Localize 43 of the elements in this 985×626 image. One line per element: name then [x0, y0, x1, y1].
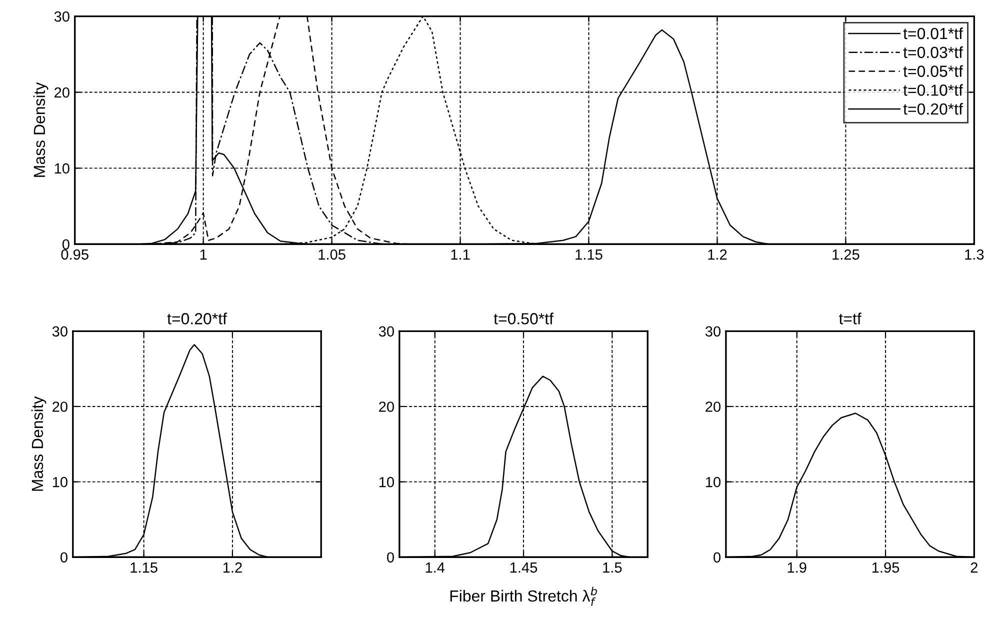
y-tick-label: 20 — [54, 87, 70, 98]
y-tick-label: 10 — [54, 163, 70, 174]
x-tick-label: 1.1 — [451, 250, 470, 260]
x-tick-label: 1.45 — [510, 562, 538, 573]
x-tick-label: 1.05 — [318, 249, 346, 260]
y-axis-title: Mass Density — [31, 396, 46, 491]
y-tick-label: 10 — [52, 476, 68, 488]
y-tick-label: 0 — [714, 552, 721, 563]
legend-label: t=0.20*tf — [903, 103, 964, 115]
y-tick-label: 0 — [62, 239, 70, 250]
y-tick-label: 20 — [706, 402, 721, 412]
y-tick-label: 30 — [54, 11, 70, 22]
y-tick-label: 0 — [60, 552, 68, 563]
x-tick-label: 1.3 — [965, 249, 984, 260]
y-tick-label: 10 — [706, 476, 721, 488]
chart-title: t=0.20*tf — [167, 312, 227, 324]
y-axis-title: Mass Density — [33, 82, 48, 177]
y-tick-label: 10 — [379, 476, 394, 488]
x-tick-label: 1.2 — [708, 249, 727, 260]
x-tick-label: 1.95 — [872, 562, 900, 573]
x-tick-label: 1.5 — [603, 562, 622, 573]
x-tick-label: 1.15 — [576, 250, 602, 260]
y-tick-label: 0 — [387, 552, 394, 563]
chart-title: t=tf — [838, 312, 862, 324]
y-tick-label: 20 — [52, 402, 68, 412]
x-tick-label: 1.15 — [130, 562, 158, 573]
x-tick-label: 2 — [970, 562, 978, 573]
x-tick-label: 1.2 — [223, 562, 242, 573]
legend-label: t=0.05*tf — [903, 65, 964, 77]
legend-label: t=0.03*tf — [903, 46, 964, 58]
x-tick-label: 1.25 — [832, 249, 860, 260]
x-tick-label: 1.9 — [788, 562, 806, 573]
chart-title: t=0.50*tf — [494, 312, 554, 324]
legend-label: t=0.01*tf — [903, 27, 964, 40]
x-tick-label: 0.95 — [61, 249, 88, 260]
legend-label: t=0.10*tf — [903, 84, 964, 96]
x-tick-label: 1.4 — [426, 562, 445, 573]
y-tick-label: 30 — [378, 326, 394, 337]
y-tick-label: 20 — [379, 402, 394, 412]
x-tick-label: 1 — [200, 250, 207, 260]
y-tick-label: 30 — [705, 326, 721, 337]
x-axis-title: Fiber Birth Stretch λ$^{b}$$_{f}$ — [450, 586, 597, 606]
y-tick-label: 30 — [52, 326, 68, 337]
